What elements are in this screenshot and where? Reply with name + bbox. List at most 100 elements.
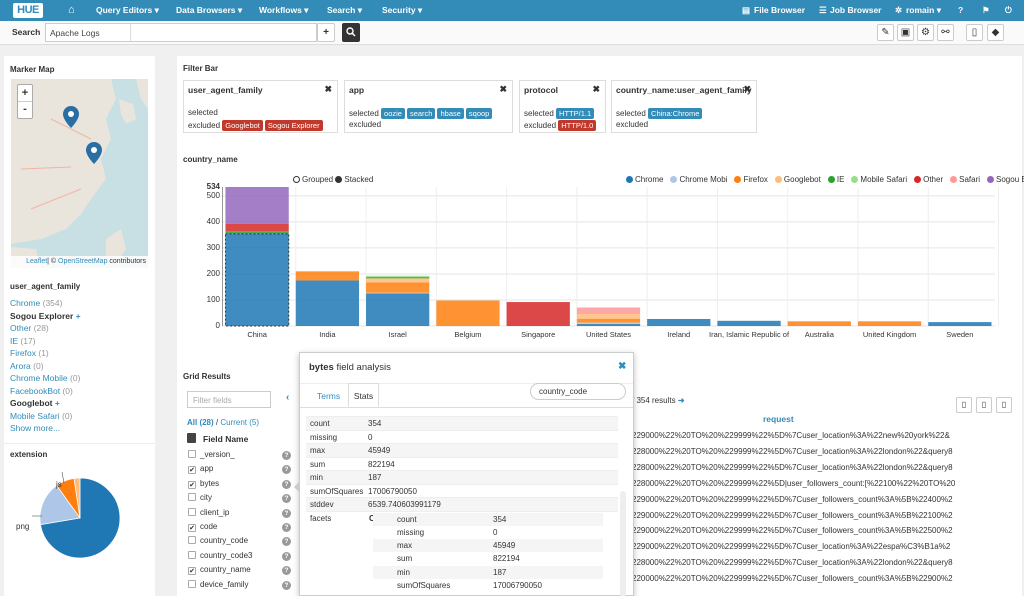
facet-item-name[interactable]: Chrome xyxy=(10,298,41,308)
field-name[interactable]: client_ip xyxy=(200,507,230,517)
tab-terms[interactable]: Terms xyxy=(317,391,341,401)
filter-chip[interactable]: hbase xyxy=(437,108,464,119)
field-name[interactable]: device_family xyxy=(200,579,249,589)
legend-item[interactable]: Sogou Explorer xyxy=(987,175,1024,184)
field-checkbox[interactable]: ✔ xyxy=(188,524,196,532)
bar-segment[interactable] xyxy=(366,293,430,326)
table-row[interactable]: 228000%22%20TO%20%229999%22%5D%7Cuser_lo… xyxy=(632,558,953,568)
toggle-all-checkbox[interactable] xyxy=(187,433,196,443)
field-checkbox[interactable]: ✔ xyxy=(188,480,196,489)
table-row[interactable]: 229000%22%20TO%20%229999%22%5D%7Cuser_lo… xyxy=(632,542,951,552)
search-button[interactable] xyxy=(342,23,360,42)
nav-security[interactable]: Security ▾ xyxy=(382,5,423,15)
new-document-button[interactable]: ▯ xyxy=(966,24,983,41)
marker-map[interactable]: + - Leaflet| © OpenStreetMap contributor… xyxy=(11,79,148,268)
filter-chip[interactable]: HTTP/1.0 xyxy=(558,120,597,131)
field-row[interactable]: ✔ bytes xyxy=(188,479,219,489)
home-icon[interactable]: ⌂ xyxy=(68,4,75,16)
field-checkbox[interactable] xyxy=(188,550,196,559)
hue-logo[interactable]: HUE xyxy=(13,3,43,18)
tab-stats[interactable]: Stats xyxy=(348,383,379,407)
filter-chip[interactable]: Googlebot xyxy=(222,120,263,131)
field-checkbox[interactable] xyxy=(188,536,196,545)
bar-segment[interactable] xyxy=(366,292,430,294)
stacked-label[interactable]: Stacked xyxy=(344,175,374,184)
facet-item[interactable]: Sogou Explorer + xyxy=(10,311,150,324)
legend-item[interactable]: Firefox xyxy=(734,175,768,184)
filter-chip[interactable]: sqoop xyxy=(465,108,493,119)
bar-segment[interactable] xyxy=(225,233,289,326)
facet-item-name[interactable]: Mobile Safari xyxy=(10,410,60,421)
facet-field-input[interactable]: country_code xyxy=(530,383,626,400)
field-checkbox[interactable] xyxy=(188,493,196,502)
legend-item[interactable]: Other xyxy=(914,175,943,184)
pie-slice-other[interactable] xyxy=(73,477,81,519)
export-button[interactable]: ▯ xyxy=(976,397,992,413)
nav-workflows[interactable]: Workflows ▾ xyxy=(259,5,309,15)
nav-file-browser[interactable]: File Browser xyxy=(754,5,806,15)
bar-segment[interactable] xyxy=(225,231,289,234)
stacked-radio[interactable] xyxy=(335,176,343,183)
close-icon[interactable]: ✖ xyxy=(743,84,751,94)
legend-item[interactable]: Mobile Safari xyxy=(851,175,907,184)
bar-segment[interactable] xyxy=(647,318,711,326)
bar-segment[interactable] xyxy=(366,282,430,293)
help-icon[interactable]: ? xyxy=(282,451,291,460)
facet-item[interactable]: Chrome (354) xyxy=(10,298,150,311)
tab-current-fields[interactable]: Current (5) xyxy=(220,418,260,427)
field-name[interactable]: _version_ xyxy=(200,450,235,459)
next-page-icon[interactable]: ➜ xyxy=(677,396,685,405)
legend-item[interactable]: IE xyxy=(827,175,844,184)
field-row[interactable]: device_family xyxy=(188,579,249,589)
field-row[interactable]: ✔ code xyxy=(188,522,217,532)
filter-chip[interactable]: Sogou Explorer xyxy=(264,120,323,131)
request-column-header[interactable]: request xyxy=(763,414,794,424)
map-marker-icon[interactable] xyxy=(86,142,102,164)
bar-segment[interactable] xyxy=(366,277,430,279)
bar-segment[interactable] xyxy=(506,302,570,326)
field-row[interactable]: city xyxy=(188,493,212,502)
leaflet-link[interactable]: Leaflet xyxy=(26,258,48,265)
link-button[interactable]: ⚯ xyxy=(937,24,954,41)
field-row[interactable]: country_code xyxy=(188,536,248,545)
facet-item[interactable]: Chrome Mobile (0) xyxy=(10,373,150,386)
add-query-button[interactable]: + xyxy=(317,23,335,42)
table-row[interactable]: 228000%22%20TO%20%229999%22%5D|user_foll… xyxy=(632,478,956,488)
bar-segment[interactable] xyxy=(717,320,781,326)
field-row[interactable]: ✔ country_name xyxy=(188,565,251,576)
legend-item[interactable]: Chrome xyxy=(626,175,663,184)
help-icon[interactable]: ? xyxy=(282,479,291,489)
nav-user-menu[interactable]: romain ▾ xyxy=(906,5,941,15)
field-row[interactable]: client_ip xyxy=(188,507,230,517)
tags-button[interactable]: ◆ xyxy=(987,24,1004,41)
legend-item[interactable]: Googlebot xyxy=(774,175,821,184)
field-row[interactable]: _version_ xyxy=(188,450,235,459)
legend-item[interactable]: Chrome Mobi xyxy=(670,175,727,184)
bar-segment[interactable] xyxy=(436,300,500,326)
help-icon[interactable]: ? xyxy=(282,551,291,561)
filter-chip[interactable]: China:Chrome xyxy=(648,108,703,119)
help-icon[interactable]: ? xyxy=(282,537,291,547)
facet-item[interactable]: FacebookBot (0) xyxy=(10,386,150,399)
field-checkbox[interactable]: ✔ xyxy=(188,466,196,475)
nav-search[interactable]: Search ▾ xyxy=(327,5,362,15)
legend-item[interactable]: Safari xyxy=(950,175,980,184)
grouped-radio[interactable] xyxy=(293,176,300,183)
show-more-link[interactable]: Show more... xyxy=(10,423,61,433)
nav-data-browsers[interactable]: Data Browsers ▾ xyxy=(176,5,243,15)
bar-segment[interactable] xyxy=(928,322,992,326)
nav-query-editors[interactable]: Query Editors ▾ xyxy=(96,5,159,15)
extension-pie-chart[interactable] xyxy=(14,468,154,596)
help-icon[interactable]: ? xyxy=(282,566,291,576)
field-name[interactable]: country_code3 xyxy=(200,550,253,560)
facet-item-name[interactable]: Googlebot xyxy=(10,398,53,408)
flag-icon[interactable]: ⚑ xyxy=(982,5,990,15)
table-row[interactable]: 229000%22%20TO%20%229999%22%5D%7Cuser_fo… xyxy=(632,510,953,520)
bar-segment[interactable] xyxy=(225,187,289,224)
field-row[interactable]: country_code3 xyxy=(188,550,253,560)
facet-item[interactable]: Other (28) xyxy=(10,323,150,336)
field-checkbox[interactable]: ✔ xyxy=(188,567,196,576)
facet-item[interactable]: Mobile Safari (0) xyxy=(10,411,150,424)
facet-item-name[interactable]: Chrome Mobile xyxy=(10,373,68,383)
facet-item[interactable]: Firefox (1) xyxy=(10,348,150,361)
